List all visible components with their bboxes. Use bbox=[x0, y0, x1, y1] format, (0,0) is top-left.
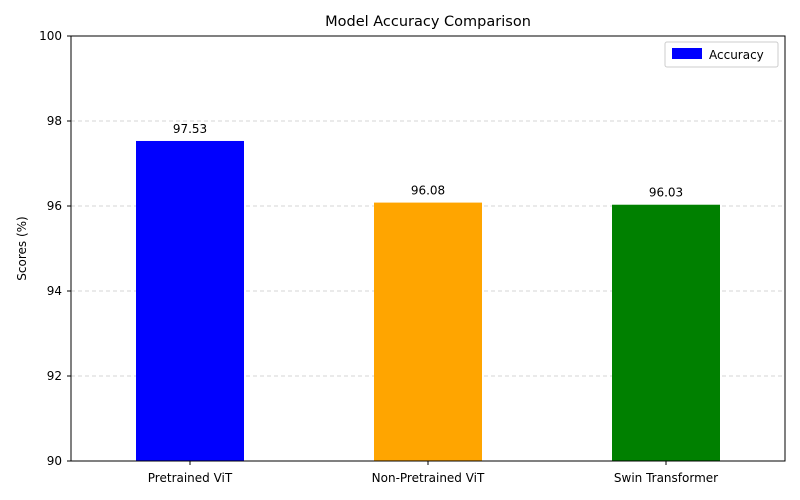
y-tick-label: 96 bbox=[47, 199, 62, 213]
bar bbox=[136, 140, 244, 461]
y-tick-label: 94 bbox=[47, 284, 62, 298]
bars bbox=[136, 140, 720, 461]
x-tick-label: Swin Transformer bbox=[614, 471, 718, 485]
y-axis-label: Scores (%) bbox=[15, 216, 29, 280]
legend: Accuracy bbox=[664, 41, 779, 68]
x-tick-label: Pretrained ViT bbox=[148, 471, 233, 485]
data-labels: 97.53 96.08 96.03 bbox=[173, 122, 683, 200]
data-label: 97.53 bbox=[173, 122, 207, 136]
data-label: 96.03 bbox=[649, 186, 683, 200]
bar bbox=[612, 204, 720, 461]
data-label: 96.08 bbox=[411, 184, 445, 198]
y-tick-label: 100 bbox=[39, 29, 62, 43]
y-axis-ticks: 90 92 94 96 98 100 bbox=[39, 29, 71, 468]
legend-label: Accuracy bbox=[709, 48, 764, 62]
x-axis-ticks: Pretrained ViT Non-Pretrained ViT Swin Tra… bbox=[148, 461, 718, 485]
x-tick-label: Non-Pretrained ViT bbox=[372, 471, 485, 485]
chart-title: Model Accuracy Comparison bbox=[325, 14, 531, 30]
y-tick-label: 98 bbox=[47, 114, 62, 128]
bar bbox=[374, 202, 482, 461]
legend-swatch bbox=[672, 48, 702, 59]
y-tick-label: 92 bbox=[47, 369, 62, 383]
y-tick-label: 90 bbox=[47, 454, 62, 468]
